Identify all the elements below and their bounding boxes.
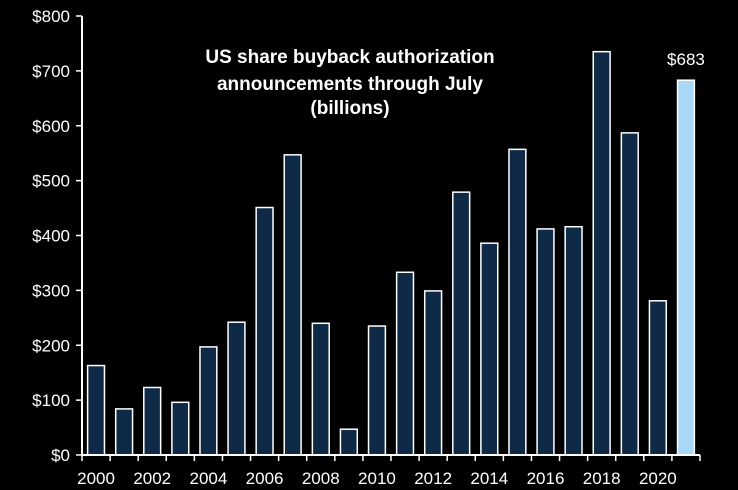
chart-title: US share buyback authorization announcem… (205, 47, 494, 119)
bar-2019 (620, 132, 639, 456)
y-tick-label: $100 (32, 391, 70, 410)
bar-2015 (508, 148, 527, 456)
x-tick-label: 2004 (189, 469, 227, 488)
data-label-2021: $683 (667, 50, 705, 69)
bar-2002 (143, 386, 162, 456)
x-tick-label: 2014 (470, 469, 508, 488)
bar-2020 (648, 300, 668, 456)
bar-2018 (592, 50, 611, 456)
y-tick-label: $300 (32, 281, 70, 300)
x-tick-label: 2016 (527, 469, 565, 488)
x-tick-label: 2008 (302, 469, 340, 488)
x-tick-label: 2010 (358, 469, 396, 488)
chart-title-line-1: US share buyback authorization (205, 47, 494, 68)
x-tick-label: 2000 (77, 469, 115, 488)
bar-2001 (114, 408, 134, 456)
x-tick-label: 2012 (414, 469, 452, 488)
bar-2000 (86, 364, 106, 456)
x-axis-ticks: 2000 2002 2004 2006 2008 2010 2012 2014 2016 2018… (77, 455, 701, 488)
x-tick-label: 2020 (639, 469, 677, 488)
chart-subtitle: (billions) (310, 98, 389, 119)
bar-2005 (227, 321, 246, 456)
data-labels: $683 (667, 50, 705, 69)
bar-2006 (255, 206, 274, 456)
y-tick-label: $700 (32, 62, 70, 81)
y-axis-ticks: $0 $100 $200 $300 $400 $500 $600 $700 $800 (32, 7, 82, 465)
y-tick-label: $200 (32, 336, 70, 355)
x-tick-label: 2006 (246, 469, 284, 488)
bar-2008 (311, 322, 330, 456)
y-tick-label: $800 (32, 7, 70, 26)
y-tick-label: $500 (32, 172, 70, 191)
bar-2009 (339, 428, 359, 456)
bar-2007 (283, 154, 302, 456)
bar-2012 (423, 290, 443, 456)
bar-2016 (536, 228, 555, 456)
y-tick-label: $0 (51, 446, 70, 465)
chart-title-line-2: announcements through July (217, 74, 483, 95)
x-tick-label: 2002 (133, 469, 171, 488)
bar-2003 (171, 401, 190, 456)
bar-2004 (199, 346, 218, 456)
bar-2011 (395, 271, 415, 456)
bar-2014 (480, 242, 499, 456)
bar-2013 (452, 191, 471, 456)
bar-2010 (367, 325, 387, 456)
bar-2021 (676, 79, 696, 456)
y-tick-label: $400 (32, 227, 70, 246)
bar-2017 (564, 225, 583, 456)
y-tick-label: $600 (32, 117, 70, 136)
x-tick-label: 2018 (583, 469, 621, 488)
